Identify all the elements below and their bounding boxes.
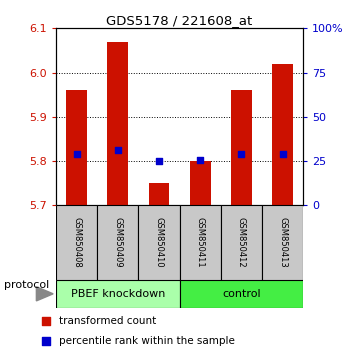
Text: GSM850408: GSM850408 [72,217,81,268]
Bar [221,205,262,280]
Point [74,152,79,157]
Text: GSM850411: GSM850411 [196,217,205,268]
Text: control: control [222,289,261,299]
Polygon shape [36,287,53,301]
Text: GSM850413: GSM850413 [278,217,287,268]
Bar [149,183,169,205]
Bar [231,90,252,205]
Text: PBEF knockdown: PBEF knockdown [71,289,165,299]
Text: GSM850409: GSM850409 [113,217,122,268]
Bar [56,205,97,280]
Bar [180,280,303,308]
Bar [138,205,180,280]
Point [115,147,121,153]
Text: GSM850412: GSM850412 [237,217,246,268]
Bar [272,64,293,205]
Text: percentile rank within the sample: percentile rank within the sample [59,336,235,346]
Text: protocol: protocol [4,280,49,290]
Bar [97,205,138,280]
Point [197,157,203,162]
Bar [66,90,87,205]
Point [43,338,49,344]
Point [156,158,162,164]
Bar [56,280,180,308]
Point [280,152,286,157]
Title: GDS5178 / 221608_at: GDS5178 / 221608_at [106,14,253,27]
Bar [262,205,303,280]
Bar [108,41,128,205]
Point [43,318,49,324]
Text: GSM850410: GSM850410 [155,217,164,268]
Point [239,152,244,157]
Text: transformed count: transformed count [59,316,156,326]
Bar [190,161,210,205]
Bar [180,205,221,280]
